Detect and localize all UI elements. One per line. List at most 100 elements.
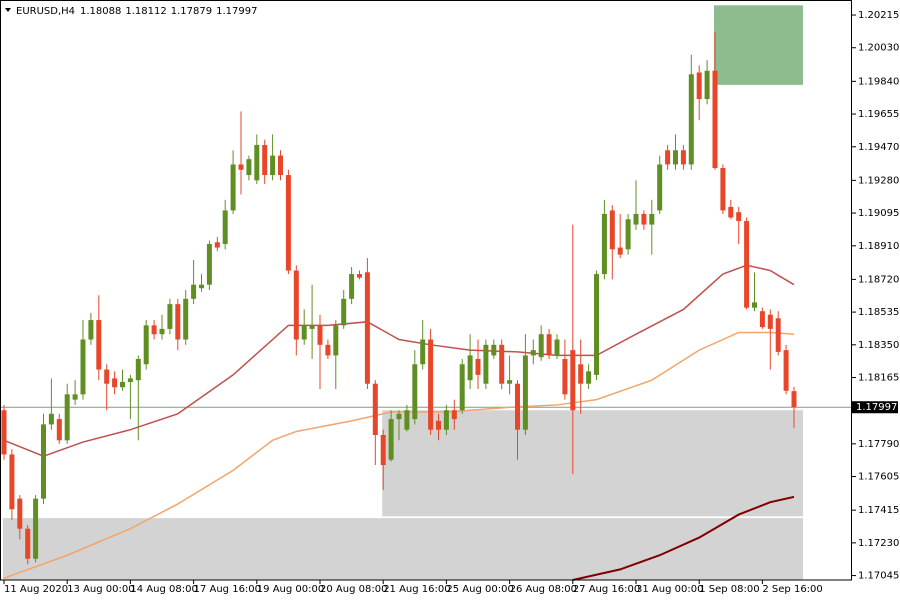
candle-body <box>657 164 663 211</box>
candle-body <box>491 344 497 356</box>
plot-frame <box>0 0 852 581</box>
candle-body <box>515 383 520 430</box>
candle-body <box>522 355 528 430</box>
candle-body <box>143 325 149 365</box>
axes: 1.20215 1.20030 1.19840 1.19655 1.19470 1.192… <box>3 10 899 595</box>
candle-body <box>25 528 31 559</box>
close-value: 1.17997 <box>216 6 257 17</box>
candle-body <box>728 206 734 218</box>
y-tick-label: 1.19095 <box>858 208 899 219</box>
y-tick-label: 1.18720 <box>858 274 899 285</box>
candle-body <box>254 145 260 181</box>
candle-body <box>601 213 607 275</box>
candle-body <box>665 150 671 165</box>
candle-body <box>570 350 576 411</box>
candle-body <box>633 213 639 225</box>
candle-body <box>467 355 473 381</box>
candle-body <box>246 159 252 176</box>
menu-arrow[interactable] <box>5 8 11 12</box>
low-value: 1.17879 <box>171 6 212 17</box>
candle-body <box>285 175 291 271</box>
x-tick-label: 11 Aug 2020 <box>4 584 68 595</box>
indicator-lines <box>0 264 852 581</box>
candle-body <box>499 344 505 384</box>
zones <box>3 5 803 580</box>
candle-body <box>562 358 568 395</box>
moving-average <box>3 264 795 458</box>
candle-body <box>270 155 276 176</box>
y-tick-label: 1.18165 <box>858 373 899 384</box>
x-tick-label: 19 Aug 00:00 <box>257 584 324 595</box>
candle-body <box>48 413 54 425</box>
candle-body <box>428 339 434 430</box>
zone <box>382 410 803 517</box>
candle-body <box>214 242 220 248</box>
candle-body <box>167 304 173 329</box>
candle-body <box>80 339 86 395</box>
candle-body <box>341 298 347 326</box>
high-value: 1.18112 <box>125 6 166 17</box>
candle-body <box>720 167 726 211</box>
candle-body <box>704 70 710 100</box>
x-tick-label: 27 Aug 16:00 <box>573 584 640 595</box>
candle-body <box>9 454 15 510</box>
candle-body <box>404 410 410 430</box>
candle-body <box>317 325 323 345</box>
candle-body <box>199 284 204 289</box>
candle-body <box>349 274 355 299</box>
y-tick-label: 1.20215 <box>858 10 899 21</box>
candle-body <box>333 325 339 356</box>
x-tick-label: 17 Aug 16:00 <box>194 584 261 595</box>
y-tick-label: 1.19840 <box>858 76 899 87</box>
candle-body <box>230 164 236 211</box>
candle-body <box>420 339 426 365</box>
candle-body <box>206 244 212 285</box>
candle-body <box>554 339 560 356</box>
candle-body <box>759 311 765 328</box>
candle-body <box>309 325 315 329</box>
candle-body <box>443 410 449 430</box>
y-tick-label: 1.18910 <box>858 241 899 252</box>
candle-body <box>120 381 125 388</box>
candle-body <box>578 364 584 384</box>
candle-body <box>680 150 686 165</box>
candle-body <box>791 391 797 408</box>
candle-body <box>96 320 102 370</box>
candle-body <box>475 358 481 375</box>
candle-body <box>744 221 750 308</box>
x-tick-label: 26 Aug 08:00 <box>510 584 577 595</box>
candle-body <box>33 498 39 559</box>
candle-body <box>301 325 307 340</box>
candle-body <box>609 210 615 250</box>
candle-body <box>775 318 781 352</box>
y-tick-label: 1.17790 <box>858 439 899 450</box>
x-tick-label: 31 Aug 00:00 <box>636 584 703 595</box>
candle-body <box>372 383 378 435</box>
candle-body <box>56 419 62 441</box>
candle-body <box>625 219 631 250</box>
x-tick-label: 20 Aug 08:00 <box>320 584 387 595</box>
candle-body <box>112 378 118 388</box>
chart-header: EURUSD,H4 1.18088 1.18112 1.17879 1.17997 <box>16 6 257 17</box>
candle-body <box>436 420 441 430</box>
zone <box>3 518 803 580</box>
candle-body <box>191 284 197 299</box>
symbol: EURUSD,H4 <box>16 6 75 17</box>
candle-body <box>1 410 7 455</box>
current-price-label: 1.17997 <box>856 402 897 413</box>
current-price-box <box>852 401 898 414</box>
candle-body <box>783 350 789 391</box>
candle-body <box>380 435 386 466</box>
candle-body <box>396 413 402 420</box>
candle-body <box>175 304 181 340</box>
open-value: 1.18088 <box>80 6 121 17</box>
candle-body <box>127 378 133 382</box>
y-tick-label: 1.17045 <box>858 571 899 582</box>
candle-body <box>325 344 331 356</box>
candle-body <box>617 247 623 255</box>
candle-body <box>546 334 552 356</box>
candle-body <box>483 344 489 384</box>
candle-body <box>712 70 718 168</box>
x-tick-label: 14 Aug 08:00 <box>130 584 197 595</box>
